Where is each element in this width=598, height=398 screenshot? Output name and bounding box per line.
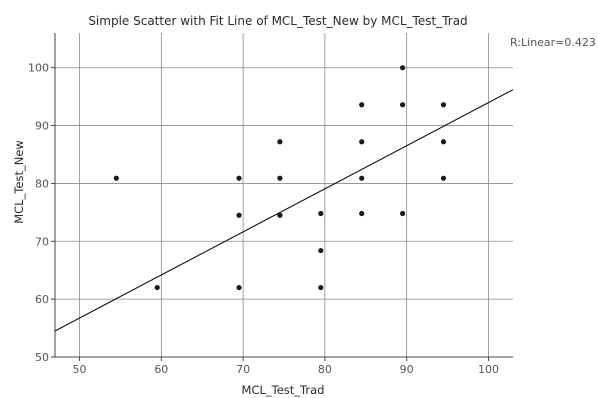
x-tick-label: 70 (236, 363, 250, 376)
data-point (359, 139, 365, 145)
data-point (277, 175, 283, 181)
r-squared-annotation: R:Linear=0.423 (510, 36, 596, 49)
data-point (359, 102, 365, 108)
data-point (399, 210, 406, 217)
data-point (359, 175, 365, 181)
data-point (277, 212, 283, 218)
chart-title: Simple Scatter with Fit Line of MCL_Test… (88, 14, 467, 28)
x-tick-label: 80 (318, 363, 332, 376)
y-tick-label: 80 (35, 177, 49, 190)
data-point (318, 284, 324, 291)
gridlines (55, 33, 513, 358)
y-tick-label: 100 (28, 62, 49, 75)
fit-line-layer (54, 89, 514, 332)
x-tick-label: 50 (73, 363, 87, 376)
fit-line (54, 89, 514, 332)
data-point (113, 175, 119, 181)
data-point (318, 247, 324, 254)
data-point (318, 210, 324, 217)
y-axis-label: MCL_Test_New (12, 140, 26, 224)
data-point (359, 210, 365, 217)
x-tick-label: 90 (400, 363, 414, 376)
y-tick-label: 90 (35, 120, 49, 133)
data-point (399, 102, 406, 108)
data-point (236, 212, 242, 218)
data-point (236, 284, 242, 291)
tick-labels: 50 60 70 80 90 100 50 60 70 80 90 100 (28, 62, 499, 376)
data-point (440, 175, 447, 181)
data-points (113, 65, 447, 291)
y-tick-label: 50 (35, 351, 49, 364)
data-point (154, 284, 160, 291)
y-tick-label: 60 (35, 293, 49, 306)
y-tick-label: 70 (35, 235, 49, 248)
data-point (236, 175, 242, 181)
data-point (399, 65, 406, 71)
data-point (440, 139, 447, 145)
x-axis-label: MCL_Test_Trad (242, 383, 325, 397)
x-tick-label: 60 (154, 363, 168, 376)
data-point (440, 102, 447, 108)
x-tick-label: 100 (478, 363, 499, 376)
axes (51, 33, 513, 361)
data-point (277, 139, 283, 145)
